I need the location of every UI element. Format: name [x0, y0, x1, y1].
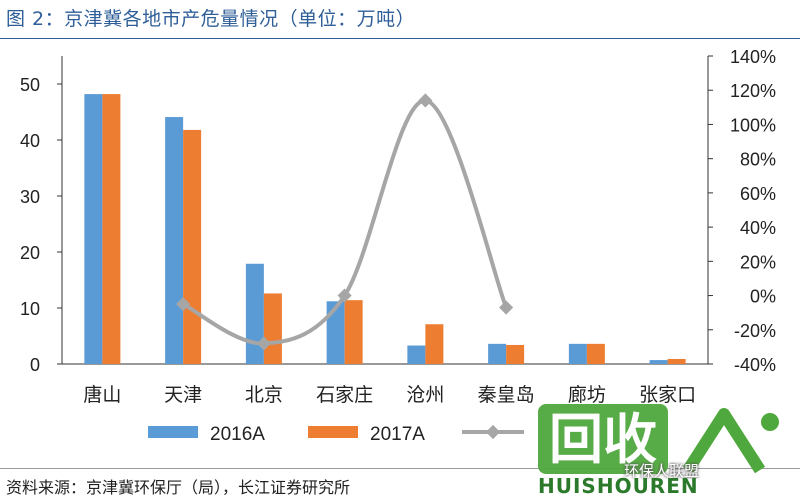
bar-2017A [425, 324, 444, 364]
category-label: 张家口 [639, 384, 696, 406]
right-axis-tick-label: 80% [740, 150, 776, 170]
right-axis-tick-label: 40% [740, 218, 776, 238]
source-divider [0, 468, 800, 469]
bar-2017A [263, 293, 282, 364]
watermark-brand: HUISHOUREN [538, 474, 699, 498]
category-label: 北京 [245, 384, 283, 406]
right-axis-tick-label: 140% [730, 47, 776, 67]
growth-line-marker [337, 288, 352, 303]
bar-2017A [506, 344, 525, 364]
legend-label: 2016A [210, 424, 265, 445]
title-divider [0, 38, 800, 39]
category-label: 沧州 [406, 384, 444, 406]
legend-swatch-line-marker [485, 424, 501, 440]
bar-2016A [165, 117, 184, 364]
bar-2017A [667, 358, 686, 364]
right-axis-tick-label: 20% [740, 252, 776, 272]
bar-2016A [568, 343, 587, 364]
legend-label: 2017A [370, 424, 425, 445]
left-axis-tick-label: 0 [30, 355, 40, 375]
bar-2016A [84, 94, 103, 364]
bar-2017A [183, 129, 202, 364]
right-axis-tick-label: -20% [734, 321, 776, 341]
bar-2016A [407, 345, 426, 364]
bar-2016A [326, 301, 345, 364]
left-axis-tick-label: 20 [20, 243, 40, 263]
category-label: 天津 [164, 384, 202, 406]
left-axis-tick-label: 40 [20, 131, 40, 151]
category-label: 秦皇岛 [478, 384, 535, 406]
watermark: 回收 环保人联盟 HUISHOUREN [538, 404, 796, 498]
legend-swatch-2016A [148, 426, 198, 438]
right-axis-tick-label: 0% [750, 287, 776, 307]
growth-line-marker [176, 297, 191, 312]
right-axis-tick-label: -40% [734, 355, 776, 375]
category-label: 唐山 [83, 384, 121, 406]
right-axis-tick-label: 60% [740, 184, 776, 204]
bar-2017A [102, 94, 121, 364]
category-label: 廊坊 [568, 384, 606, 406]
bar-2016A [488, 343, 507, 364]
chart-title: 图 2：京津冀各地市产危量情况（单位：万吨） [6, 8, 416, 30]
right-axis-tick-label: 120% [730, 81, 776, 101]
source-note: 资料来源：京津冀环保厅（局），长江证券研究所 [6, 478, 351, 497]
watermark-logo-backdrop [538, 404, 668, 474]
right-axis-tick-label: 100% [730, 115, 776, 135]
bar-2017A [586, 343, 605, 364]
growth-line-marker [499, 300, 514, 315]
watermark-leaf-icon [761, 413, 779, 431]
left-axis-tick-label: 10 [20, 299, 40, 319]
bar-2016A [245, 263, 264, 364]
growth-line-marker [256, 336, 271, 351]
watermark-logo-text: 回收 [549, 408, 657, 471]
watermark-caption: 环保人联盟 [624, 462, 700, 480]
bar-2016A [649, 360, 668, 364]
left-axis-tick-label: 30 [20, 187, 40, 207]
growth-line-marker [418, 93, 433, 108]
watermark-person-icon [682, 408, 766, 474]
watermark-logo: 回收 [538, 404, 779, 474]
category-label: 石家庄 [316, 384, 373, 406]
bar-2017A [344, 300, 363, 364]
growth-line [182, 98, 508, 346]
left-axis-tick-label: 50 [20, 75, 40, 95]
legend-swatch-2017A [308, 426, 358, 438]
